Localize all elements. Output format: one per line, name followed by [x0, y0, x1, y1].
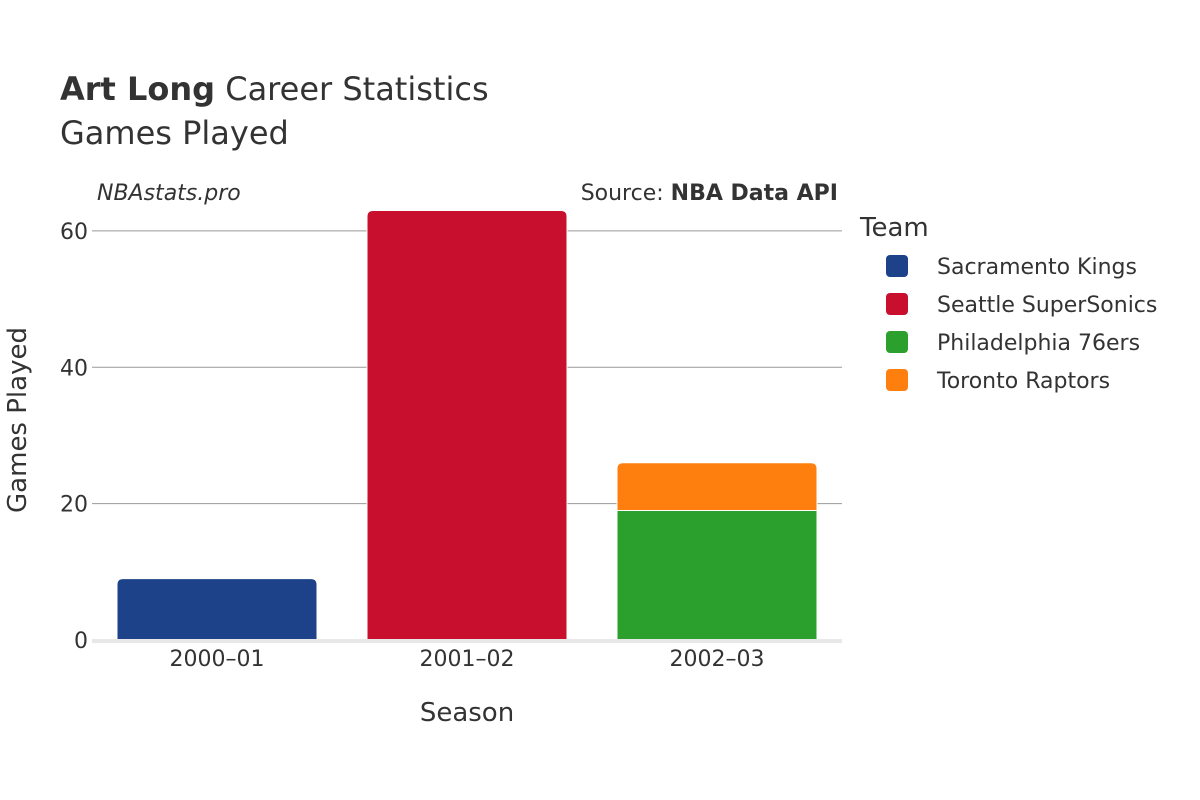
legend: Sacramento Kings Seattle SuperSonics Phila…: [886, 255, 1157, 394]
source-prefix: Source:: [581, 181, 671, 206]
y-axis-title: Games Played: [3, 327, 33, 513]
y-tick-label-40: 40: [60, 356, 88, 381]
x-tick-label-2: 2002–03: [670, 647, 765, 672]
axis-layer: 0 20 40 60 2000–01 2001–02 2002–03: [60, 220, 842, 672]
site-label: NBAstats.pro: [97, 181, 241, 206]
legend-swatch-seattle-supersonics[interactable]: [886, 293, 908, 315]
x-tick-label-1: 2001–02: [420, 647, 515, 672]
source-label: Source: NBA Data API: [581, 181, 838, 206]
title-player: Art Long: [60, 70, 215, 108]
bar-2001–02-seattle-supersonics: [366, 209, 568, 641]
legend-swatch-philadelphia-76ers[interactable]: [886, 331, 908, 353]
y-tick-label-0: 0: [74, 629, 88, 654]
bar-layer: [116, 209, 818, 641]
legend-label-seattle-supersonics[interactable]: Seattle SuperSonics: [937, 293, 1157, 318]
bar-2000–01-sacramento-kings: [116, 578, 318, 641]
bar-2002–03-philadelphia-76ers: [616, 509, 818, 641]
x-tick-label-0: 2000–01: [170, 647, 265, 672]
title-rest: Career Statistics: [215, 70, 489, 108]
chart-title: Art Long Career Statistics: [60, 70, 489, 108]
source-name: NBA Data API: [671, 181, 838, 206]
chart-subtitle: Games Played: [60, 114, 289, 152]
legend-label-philadelphia-76ers[interactable]: Philadelphia 76ers: [937, 331, 1140, 356]
y-tick-label-20: 20: [60, 493, 88, 518]
y-tick-label-60: 60: [60, 220, 88, 245]
legend-title: Team: [859, 213, 929, 243]
legend-swatch-sacramento-kings[interactable]: [886, 255, 908, 277]
legend-label-sacramento-kings[interactable]: Sacramento Kings: [937, 255, 1137, 280]
legend-swatch-toronto-raptors[interactable]: [886, 369, 908, 391]
bar-2002–03-toronto-raptors: [616, 462, 818, 511]
legend-label-toronto-raptors[interactable]: Toronto Raptors: [936, 369, 1110, 394]
x-axis-title: Season: [420, 698, 514, 728]
